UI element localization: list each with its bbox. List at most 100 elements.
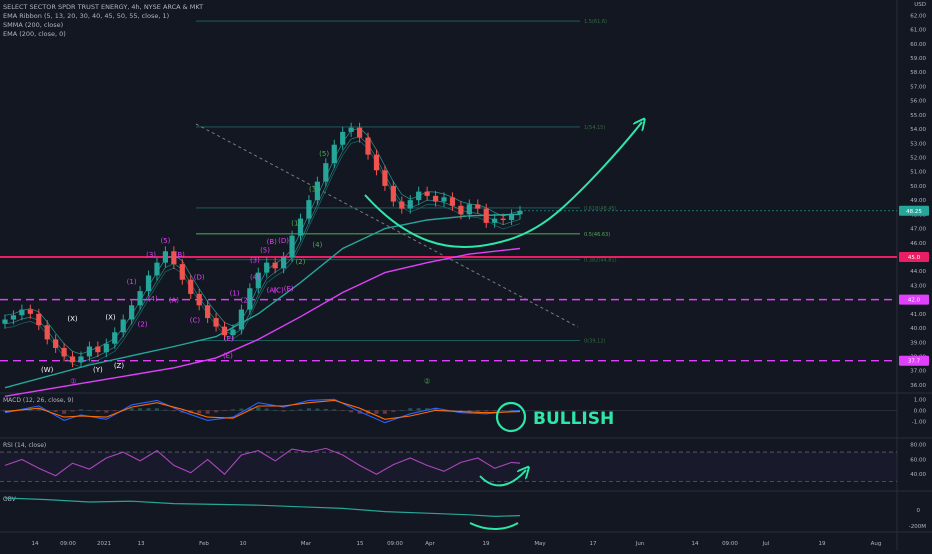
wave-label: (4): [312, 241, 322, 249]
macd-histogram-bar: [433, 408, 438, 411]
wave-label: (1): [230, 289, 240, 297]
macd-histogram-bar: [273, 410, 278, 411]
time-tick-label: 14: [32, 541, 39, 547]
time-tick-label: Jun: [635, 541, 645, 547]
macd-histogram-bar: [399, 410, 404, 411]
candle-body: [390, 185, 396, 202]
macd-histogram-bar: [340, 410, 345, 412]
bullish-circle: [495, 401, 527, 433]
price-tick-label: 36.00: [910, 383, 926, 389]
ema-legend[interactable]: EMA (200, close, 0): [3, 30, 66, 38]
macd-histogram-bar: [315, 408, 320, 411]
price-tick-label: 40.00: [910, 326, 926, 332]
fib-level-label: 0(39.12): [584, 339, 605, 345]
macd-histogram-bar: [230, 409, 235, 411]
macd-histogram-bar: [95, 410, 100, 412]
ema-ribbon-legend[interactable]: EMA Ribbon (5, 13, 20, 30, 40, 45, 50, 5…: [3, 12, 169, 20]
wave-label: ②: [424, 377, 430, 385]
candle-body: [373, 154, 380, 171]
price-tag-label: 42.0: [908, 298, 921, 304]
macd-histogram-bar: [382, 410, 387, 414]
wave-label: (W): [41, 366, 54, 374]
macd-histogram-bar: [205, 410, 210, 414]
candle-body: [10, 315, 17, 320]
price-tag: [899, 355, 929, 366]
obv-pane[interactable]: OBV: [3, 496, 521, 530]
time-tick-label: Feb: [199, 541, 209, 547]
wave-label: (C): [190, 316, 201, 324]
candle-body: [272, 262, 278, 269]
macd-histogram-bar: [492, 410, 497, 412]
candle-body: [103, 343, 109, 353]
wave-label: (2): [138, 321, 148, 329]
price-tick-label: 60.00: [910, 42, 926, 48]
symbol-title: SELECT SECTOR SPDR TRUST ENERGY, 4h, NYS…: [3, 3, 203, 11]
macd-histogram-bar: [163, 409, 168, 411]
candle-body: [297, 218, 304, 236]
wave-label: (C): [273, 287, 284, 295]
macd-histogram-bar: [70, 410, 75, 412]
macd-histogram-bar: [36, 408, 41, 411]
candle-body: [500, 218, 506, 221]
macd-pane[interactable]: MACD (12, 26, close, 9): [0, 397, 897, 424]
time-tick-label: May: [534, 541, 546, 547]
rsi-tick-label: 60.00: [910, 457, 926, 463]
price-tick-label: 41.00: [910, 312, 926, 318]
wave-label: (1): [127, 278, 137, 286]
macd-histogram-bar: [62, 410, 67, 414]
wave-label: (E): [224, 335, 234, 343]
price-tick-label: 49.00: [910, 198, 926, 204]
candle-body: [483, 208, 489, 223]
rsi-pane[interactable]: RSI (14, close): [0, 442, 897, 487]
candle-body: [340, 131, 346, 145]
macd-histogram-bar: [247, 407, 252, 411]
macd-histogram-bar: [197, 410, 202, 414]
macd-histogram-bar: [239, 408, 244, 411]
macd-histogram-bar: [408, 408, 413, 411]
obv-tick-label: -200M: [909, 524, 926, 530]
axes: USD 62.00 61.00 60.00 59.00 58.00 57.00 56.00 55…: [32, 2, 929, 547]
time-tick-label: 19: [819, 541, 826, 547]
macd-histogram-bar: [467, 410, 472, 412]
obv-line: [4, 497, 521, 518]
candle-body: [432, 195, 439, 202]
wave-label: (E): [284, 285, 294, 293]
price-tag: [899, 205, 929, 216]
candle-body: [517, 210, 523, 215]
time-tick-label: 17: [590, 541, 597, 547]
candle-body: [508, 214, 515, 221]
obv-arc: [469, 522, 519, 530]
candle-body: [348, 127, 354, 132]
candle-body: [323, 163, 329, 182]
macd-tick-label: 1.00: [914, 397, 927, 403]
obv-tick-label: 0: [917, 508, 921, 514]
wave-label: (E): [223, 352, 233, 360]
candle-body: [179, 264, 185, 280]
ema-ribbon-line: [4, 140, 521, 368]
candle-body: [2, 319, 8, 324]
moving-average-line: [4, 247, 521, 397]
time-tick-label: 10: [240, 541, 247, 547]
price-tick-label: 61.00: [910, 28, 926, 34]
fib-level-label: 1(54.15): [584, 125, 605, 131]
candle-body: [137, 291, 143, 306]
price-tag-label: 48.25: [906, 209, 922, 215]
rsi-arrow: [479, 470, 526, 487]
candle-body: [188, 279, 194, 294]
wave-label: ①: [70, 377, 76, 385]
fib-level-label: 1.5(61.6): [584, 19, 607, 25]
smma-legend[interactable]: SMMA (200, close): [3, 21, 63, 29]
fib-level-label: 0.5(46.63): [584, 232, 610, 238]
candle-body: [247, 288, 253, 310]
macd-histogram-bar: [104, 410, 109, 413]
wave-label: (X): [105, 314, 116, 322]
macd-histogram-bar: [28, 409, 33, 411]
macd-title: MACD (12, 26, close, 9): [3, 397, 74, 404]
macd-histogram-bar: [171, 410, 176, 412]
macd-histogram-bar: [78, 409, 83, 411]
time-tick-label: 15: [357, 541, 364, 547]
wave-label: (5): [260, 247, 270, 255]
price-pane[interactable]: 1.5(61.6) 1(54.15) 0.618(48.45) 0.5(46.63) 0…: [0, 19, 897, 397]
